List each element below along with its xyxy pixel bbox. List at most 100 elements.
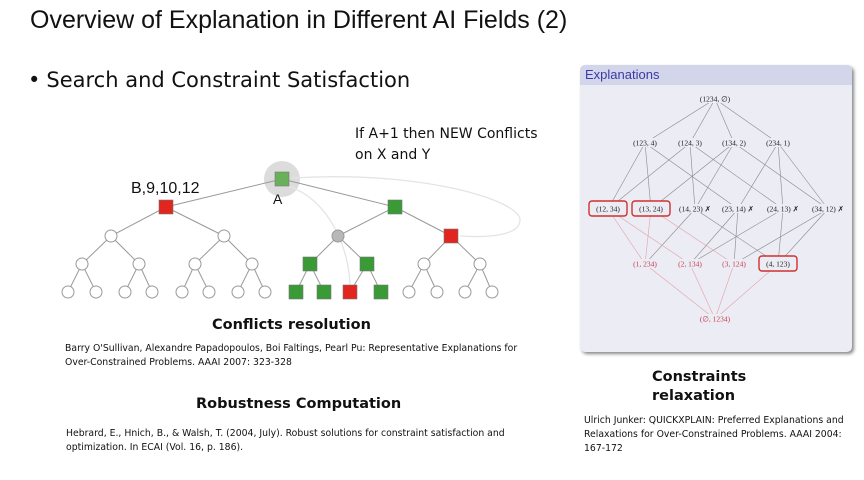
- tree-node: [75, 257, 89, 271]
- lattice-edge: [689, 208, 739, 265]
- lattice-node-relaxation: (3, 124): [722, 260, 746, 269]
- reference-line: Barry O'Sullivan, Alexandre Papadopoulos…: [65, 343, 518, 354]
- conflict-node: [443, 228, 459, 244]
- lattice-edge: [644, 208, 652, 265]
- label-background: [718, 204, 758, 213]
- root-node-a: [274, 171, 290, 187]
- bullet-icon: •: [28, 68, 41, 92]
- slide-title: Overview of Explanation in Different AI …: [30, 6, 568, 34]
- conflict-arrow-curve: [291, 176, 521, 238]
- lattice-node-relaxation: (4, 123): [766, 260, 790, 269]
- tree-edge: [110, 235, 140, 265]
- robustness-heading: Robustness Computation: [196, 396, 402, 412]
- root-label: A: [273, 191, 283, 207]
- tree-edge: [81, 235, 112, 265]
- explanations-header: [580, 65, 852, 85]
- lattice-edge: [689, 142, 784, 210]
- lattice-edge: [714, 98, 779, 144]
- tree-node: [473, 257, 487, 271]
- tree-edge: [165, 206, 225, 237]
- highlight-box: [588, 200, 628, 217]
- lattice-node: (234, 1): [766, 139, 790, 148]
- lattice-node-top: (1234, ∅): [700, 95, 731, 104]
- label-background: [673, 138, 707, 147]
- label-background: [717, 138, 751, 147]
- tree-node: [231, 285, 245, 299]
- lattice-edge: [777, 142, 829, 210]
- lattice-edge: [644, 142, 652, 210]
- label-background: [717, 259, 751, 268]
- lattice-node: (124, 3): [678, 139, 702, 148]
- annotation-line: If A+1 then NEW Conflicts: [355, 126, 538, 142]
- consistent-node: [302, 256, 318, 272]
- lattice-node-bottom: (∅, 1234): [700, 315, 731, 324]
- tree-edge: [337, 206, 396, 237]
- lattice-edge: [777, 208, 784, 265]
- lattice-edge: [607, 208, 646, 265]
- consistent-node: [316, 284, 332, 300]
- conflict-node: [342, 284, 358, 300]
- label-background: [628, 259, 662, 268]
- tree-node: [104, 229, 118, 243]
- lattice-edge: [694, 208, 779, 265]
- lattice-node: (123, 4): [633, 139, 657, 148]
- heading-line: Constraints: [652, 369, 747, 385]
- label-background: [761, 138, 795, 147]
- tree-edge: [223, 235, 253, 265]
- reference-line: Hebrard, E., Hnich, B., & Walsh, T. (200…: [66, 428, 505, 439]
- conflict-label: B,9,10,12: [131, 180, 200, 197]
- tree-node: [188, 257, 202, 271]
- highlight-box: [758, 255, 798, 272]
- lattice-node-relaxation: (2, 134): [678, 260, 702, 269]
- lattice-edge: [607, 142, 691, 210]
- lattice-node: (24, 13) ✗: [767, 205, 799, 214]
- relaxation-heading: Constraints relaxation: [652, 368, 746, 406]
- tree-node: [417, 257, 431, 271]
- lattice-edge: [650, 208, 735, 265]
- tree-node: [61, 285, 75, 299]
- bullet-text: Search and Constraint Satisfaction: [46, 68, 411, 92]
- tree-edge: [281, 178, 396, 208]
- lattice-edge: [733, 142, 829, 210]
- explanations-title: Explanations: [585, 67, 660, 82]
- reference-line: Ulrich Junker: QUICKXPLAIN: Preferred Ex…: [584, 415, 844, 426]
- label-background: [628, 138, 662, 147]
- lattice-edge: [714, 263, 735, 320]
- tree-node: [89, 285, 103, 299]
- lattice-node: (23, 14) ✗: [722, 205, 754, 214]
- consistent-node: [288, 284, 304, 300]
- unexplored-node: [331, 229, 345, 243]
- lattice-edge: [714, 263, 779, 320]
- lattice-edge: [689, 142, 696, 210]
- relaxation-reference: Ulrich Junker: QUICKXPLAIN: Preferred Ex…: [584, 414, 844, 456]
- tree-node: [402, 285, 416, 299]
- lattice-node: (12, 34): [596, 205, 620, 214]
- conflicts-heading: Conflicts resolution: [212, 317, 371, 333]
- label-background: [696, 94, 734, 103]
- consistent-node: [359, 256, 375, 272]
- tree-node: [258, 285, 272, 299]
- label-background: [763, 204, 803, 213]
- lattice-edge: [777, 208, 829, 265]
- bullet-item: • Search and Constraint Satisfaction: [28, 68, 410, 92]
- lattice-edge: [689, 263, 716, 320]
- robustness-reference: Hebrard, E., Hnich, B., & Walsh, T. (200…: [66, 427, 505, 455]
- lattice-edge: [644, 98, 716, 144]
- tree-edge: [394, 206, 452, 237]
- lattice-node: (14, 23) ✗: [679, 205, 711, 214]
- reference-line: optimization. In ECAI (Vol. 16, p. 186).: [66, 442, 244, 453]
- lattice-edge: [689, 98, 716, 144]
- tree-node: [458, 285, 472, 299]
- heading-line: relaxation: [652, 388, 736, 404]
- lattice-node: (13, 24): [639, 205, 663, 214]
- tree-node: [430, 285, 444, 299]
- tree-node: [485, 285, 499, 299]
- conflict-node: [158, 199, 174, 215]
- consistent-node: [373, 284, 389, 300]
- tree-node: [202, 285, 216, 299]
- tree-edge: [165, 178, 283, 208]
- tree-node: [118, 285, 132, 299]
- lattice-edge: [644, 263, 716, 320]
- lattice-node: (34, 12) ✗: [812, 205, 844, 214]
